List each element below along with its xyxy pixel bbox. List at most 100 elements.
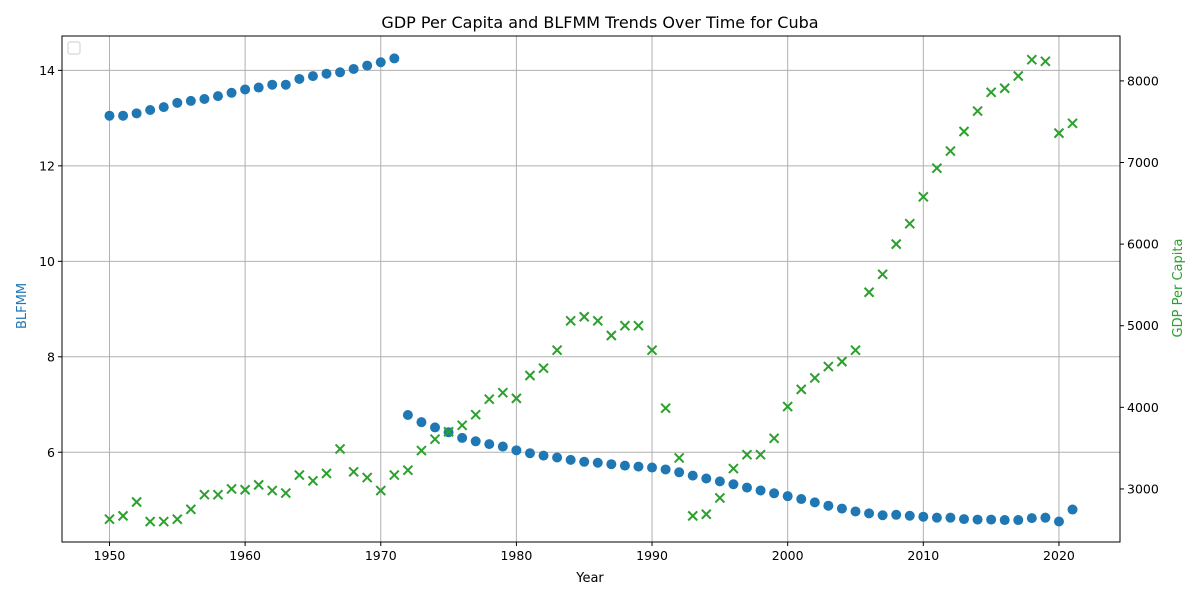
y-right-tick-label: 4000	[1127, 400, 1159, 415]
gdp-point	[687, 510, 698, 522]
blfmm-point	[891, 509, 902, 520]
x-axis-title: Year	[575, 571, 604, 586]
blfmm-point	[552, 452, 563, 463]
blfmm-point	[538, 450, 549, 461]
blfmm-point	[484, 439, 495, 450]
gdp-point	[565, 315, 576, 327]
gdp-point	[1067, 118, 1078, 129]
chart-title: GDP Per Capita and BLFMM Trends Over Tim…	[381, 13, 818, 32]
blfmm-point	[158, 102, 169, 113]
gdp-point	[782, 401, 793, 412]
blfmm-point	[307, 71, 318, 82]
blfmm-point	[280, 79, 291, 90]
blfmm-point	[972, 514, 983, 525]
gdp-point	[673, 452, 685, 464]
gdp-point	[239, 484, 251, 495]
gdp-point	[606, 330, 617, 341]
legend-box	[67, 41, 81, 55]
gdp-point	[579, 311, 590, 322]
blfmm-point	[701, 473, 712, 484]
gdp-point	[416, 445, 427, 456]
y-left-tick-label: 10	[39, 254, 55, 269]
blfmm-point	[430, 422, 441, 433]
y-right-tick-label: 6000	[1127, 237, 1159, 252]
x-tick-label: 2020	[1043, 548, 1075, 563]
gdp-point	[361, 472, 373, 483]
blfmm-point	[850, 506, 861, 517]
blfmm-point	[172, 97, 183, 108]
blfmm-point	[660, 464, 671, 475]
x-tick-label: 1980	[500, 548, 532, 563]
blfmm-point	[904, 510, 915, 521]
gdp-point	[660, 402, 671, 414]
blfmm-point	[687, 470, 698, 481]
y-left-tick-label: 12	[39, 158, 55, 173]
gdp-point	[267, 485, 278, 496]
gdp-point	[524, 370, 536, 381]
blfmm-point	[375, 57, 386, 68]
blfmm-point	[565, 454, 576, 465]
gdp-point	[402, 464, 414, 476]
gdp-point	[931, 163, 943, 174]
gdp-point	[212, 489, 224, 500]
gdp-point	[375, 485, 386, 496]
blfmm-point	[986, 514, 997, 525]
gdp-point	[443, 426, 454, 438]
blfmm-point	[931, 512, 942, 523]
blfmm-point	[864, 508, 875, 519]
blfmm-point	[959, 514, 970, 525]
gdp-point	[551, 345, 563, 356]
blfmm-point	[728, 479, 739, 490]
gdp-point	[158, 516, 169, 527]
blfmm-point	[633, 461, 644, 472]
x-tick-label: 2000	[772, 548, 804, 563]
gdp-point	[334, 443, 346, 455]
y-right-tick-label: 8000	[1127, 73, 1159, 88]
gdp-point	[796, 384, 807, 395]
gdp-point	[104, 513, 115, 525]
gdp-point	[1013, 70, 1024, 82]
gdp-point	[117, 510, 129, 522]
gdp-point	[619, 320, 631, 331]
gdp-point	[497, 387, 509, 398]
blfmm-point	[145, 104, 156, 115]
gdp-point	[877, 269, 888, 280]
blfmm-point	[592, 457, 603, 468]
gdp-point	[348, 466, 359, 478]
y-axis-right-title: GDP Per Capita	[1171, 239, 1186, 338]
blfmm-point	[118, 110, 129, 121]
gdp-point	[633, 320, 644, 331]
blfmm-point	[226, 87, 237, 98]
gdp-point	[389, 469, 400, 481]
blfmm-point	[1053, 516, 1064, 527]
gdp-point	[890, 238, 902, 250]
blfmm-point	[389, 53, 400, 64]
gdp-point	[226, 483, 237, 495]
blfmm-point	[918, 511, 929, 522]
blfmm-point	[185, 95, 196, 106]
gdp-point	[199, 489, 210, 500]
gdp-point	[904, 218, 915, 229]
y-right-tick-label: 7000	[1127, 155, 1159, 170]
gdp-point	[1040, 56, 1051, 67]
x-tick-label: 1990	[636, 548, 668, 563]
gdp-point	[999, 83, 1010, 94]
blfmm-point	[619, 460, 630, 471]
grid	[62, 36, 1120, 542]
gdp-point	[429, 433, 441, 445]
gdp-point	[456, 420, 468, 431]
gdp-point	[538, 362, 549, 374]
blfmm-point	[945, 512, 956, 523]
x-tick-label: 2010	[907, 548, 939, 563]
gdp-point	[755, 449, 766, 460]
y-left-tick-label: 8	[47, 349, 55, 364]
blfmm-point	[497, 441, 508, 452]
y-left-tick-label: 14	[39, 63, 55, 78]
gdp-point	[945, 145, 956, 157]
blfmm-point	[457, 432, 468, 443]
x-tick-label: 1950	[94, 548, 126, 563]
gdp-point	[592, 315, 603, 327]
blfmm-point	[416, 417, 427, 428]
blfmm-point	[579, 456, 590, 467]
